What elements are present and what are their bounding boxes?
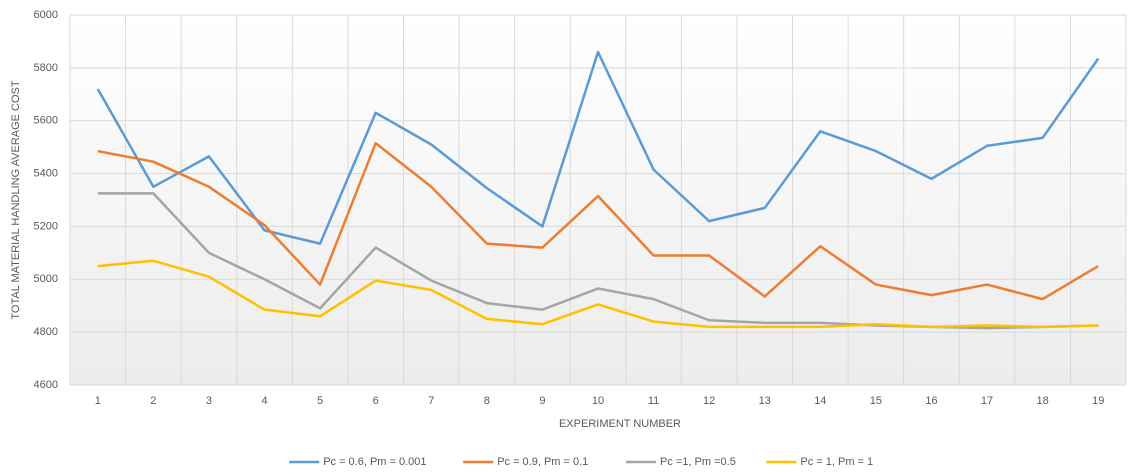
x-tick-label: 10 <box>592 395 604 407</box>
x-tick-label: 13 <box>759 395 771 407</box>
series-line <box>97 141 1099 301</box>
y-tick-label: 4600 <box>34 379 58 391</box>
x-tick-label: 9 <box>539 395 545 407</box>
x-tick-label: 8 <box>484 395 490 407</box>
legend-label: Pc = 0.6, Pm = 0.001 <box>323 456 426 468</box>
x-tick-label: 11 <box>648 395 659 407</box>
y-tick-label: 4800 <box>34 326 58 338</box>
legend-label: Pc = 0.9, Pm = 0.1 <box>497 456 588 468</box>
y-tick-label: 5000 <box>34 273 58 285</box>
plot-area <box>70 15 1126 385</box>
legend-label: Pc = 1, Pm = 1 <box>800 456 873 468</box>
x-tick-label: 19 <box>1092 395 1104 407</box>
y-tick-label: 5800 <box>34 62 58 74</box>
series-line <box>97 259 1099 329</box>
y-axis-label: TOTAL MATERIAL HANDLING AVERAGE COST <box>10 80 22 319</box>
legend-label: Pc =1, Pm =0.5 <box>660 456 736 468</box>
y-tick-label: 5400 <box>34 167 58 179</box>
x-tick-label: 17 <box>981 395 993 407</box>
y-tick-label: 5600 <box>34 115 58 127</box>
x-tick-label: 16 <box>925 395 937 407</box>
y-tick-label: 6000 <box>34 9 58 21</box>
x-tick-label: 7 <box>428 395 434 407</box>
y-tick-label: 5200 <box>34 220 58 232</box>
x-tick-label: 1 <box>95 395 101 407</box>
x-axis-label: EXPERIMENT NUMBER <box>559 418 681 430</box>
x-tick-label: 6 <box>373 395 379 407</box>
x-tick-label: 14 <box>814 395 826 407</box>
x-tick-label: 12 <box>703 395 715 407</box>
x-tick-label: 4 <box>261 395 267 407</box>
x-tick-label: 15 <box>870 395 882 407</box>
x-tick-label: 3 <box>206 395 212 407</box>
x-tick-label: 18 <box>1037 395 1049 407</box>
x-tick-label: 5 <box>317 395 323 407</box>
x-tick-label: 2 <box>150 395 156 407</box>
series-line <box>96 50 1100 245</box>
